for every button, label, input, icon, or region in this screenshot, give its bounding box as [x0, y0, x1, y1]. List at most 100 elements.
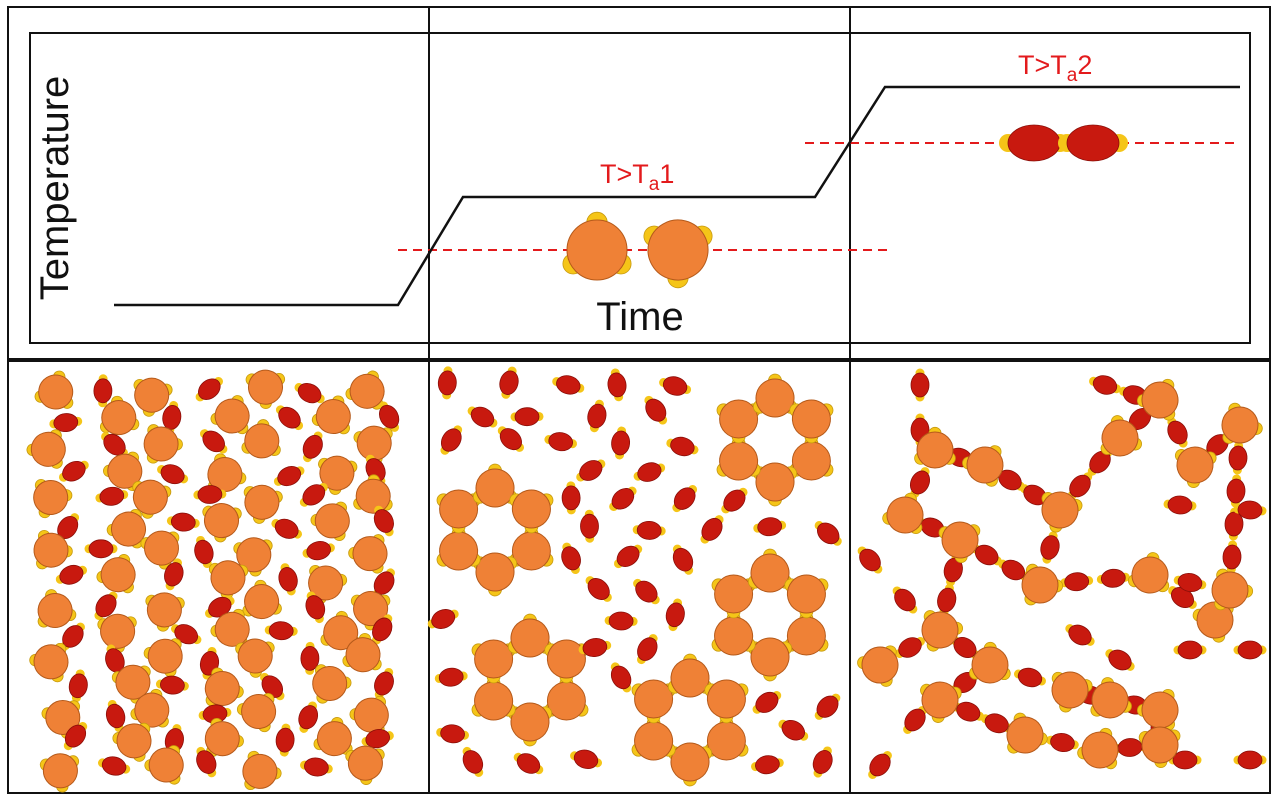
large-particle: [143, 424, 183, 464]
large-particle: [921, 610, 964, 652]
large-particle: [631, 716, 676, 761]
small-particle: [1060, 572, 1094, 592]
frame: [7, 6, 1271, 794]
small-particle: [570, 749, 602, 769]
small-particle: [298, 701, 319, 733]
small-particle: [59, 460, 89, 482]
small-particle: [857, 546, 883, 574]
small-particle: [666, 436, 699, 457]
small-particle: [580, 509, 599, 543]
small-particle: [644, 395, 668, 425]
large-particle: [96, 554, 136, 594]
large-particle: [210, 395, 250, 435]
small-particle: [868, 751, 892, 779]
large-particle: [1221, 402, 1263, 444]
small-particle: [1222, 540, 1242, 574]
large-particle: [1090, 677, 1132, 719]
small-particle: [812, 746, 833, 778]
small-particle: [611, 426, 631, 460]
large-particle: [145, 592, 185, 632]
large-particle: [938, 521, 981, 563]
small-particle: [633, 578, 660, 605]
small-particle: [171, 624, 202, 645]
large-particle: [747, 548, 792, 593]
large-particle: [962, 445, 1004, 487]
small-particle: [302, 541, 335, 561]
large-particle: [133, 377, 173, 417]
small-particle: [497, 426, 525, 452]
small-particle: [814, 521, 842, 546]
large-particle: [508, 702, 553, 747]
small-particle: [1105, 649, 1135, 671]
small-particle: [434, 667, 468, 687]
small-particle: [892, 586, 918, 614]
large-particle: [242, 579, 282, 620]
small-particle: [909, 467, 931, 498]
large-particle: [1136, 378, 1179, 421]
large-particle: [789, 399, 834, 444]
small-particle: [604, 611, 638, 631]
small-particle: [1228, 441, 1248, 475]
small-particle: [1226, 474, 1246, 508]
small-particle: [302, 431, 323, 463]
large-particle: [241, 419, 281, 459]
small-particle: [1096, 568, 1130, 588]
small-particle: [585, 576, 612, 602]
small-particle: [499, 366, 519, 399]
large-particle: [243, 484, 283, 524]
small-particle: [561, 542, 581, 575]
small-particle: [155, 675, 189, 695]
y-axis-label: Temperature: [33, 76, 77, 301]
small-particle: [672, 544, 694, 575]
large-particle: [242, 750, 282, 791]
threshold-label-1: T>Ta1: [600, 159, 674, 195]
large-particle: [353, 474, 393, 514]
small-particle: [778, 719, 809, 741]
small-particle: [93, 374, 113, 408]
large-particle: [39, 753, 80, 793]
small-particle: [49, 413, 83, 433]
small-particle: [260, 672, 285, 701]
large-particle: [111, 664, 151, 704]
small-particle: [1014, 667, 1046, 688]
small-particle: [513, 752, 544, 775]
small-particle: [157, 464, 189, 485]
large-particle: [130, 688, 170, 728]
large-particle: [34, 370, 74, 410]
temperature-plot: Temperature Time T>Ta1 T>Ta2: [33, 50, 1240, 339]
large-particle: [345, 370, 385, 410]
large-particle: [784, 574, 829, 619]
large-particle: [1192, 601, 1234, 643]
large-particle: [752, 373, 797, 418]
small-particle: [300, 757, 333, 777]
large-particle: [882, 492, 924, 535]
small-particle: [552, 375, 585, 395]
large-particle: [99, 395, 140, 436]
large-particle: [1136, 688, 1179, 731]
small-particle: [300, 641, 320, 675]
x-axis-label: Time: [596, 295, 683, 339]
small-particle: [264, 621, 298, 641]
large-particle: [348, 534, 388, 574]
small-particle: [436, 724, 470, 744]
small-particle: [379, 401, 400, 432]
small-particle: [305, 591, 326, 624]
small-particle: [576, 459, 606, 482]
small-particle: [273, 466, 305, 487]
small-particle: [193, 485, 227, 504]
large-particle: [704, 716, 749, 761]
large-particle: [342, 633, 382, 673]
small-particle: [910, 368, 930, 402]
small-particle: [63, 722, 88, 751]
small-particle: [610, 662, 632, 693]
large-particle: [1021, 563, 1064, 606]
small-particle: [1167, 417, 1188, 448]
large-particle: [643, 219, 713, 289]
small-particle: [1089, 375, 1121, 395]
small-particle: [665, 598, 685, 632]
small-particle: [299, 483, 328, 507]
small-particle: [607, 368, 627, 402]
small-particle: [467, 406, 498, 428]
panel-rings: [427, 366, 842, 787]
